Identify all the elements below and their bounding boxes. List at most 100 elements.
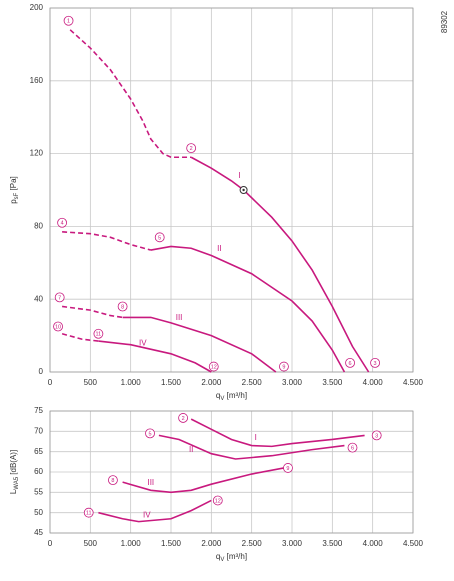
- x-axis-label-main: q: [216, 552, 220, 561]
- point-marker: [370, 357, 380, 368]
- y-tick-label: 200: [30, 3, 44, 12]
- x-axis-label-unit: [m³/h]: [224, 552, 247, 561]
- point-marker: [347, 442, 358, 453]
- curve: [122, 467, 285, 494]
- y-axis-label: LWA5 [dB(A)]: [9, 450, 19, 494]
- point-marker: [83, 507, 94, 518]
- x-tick-label: 1.000: [121, 539, 142, 548]
- y-tick-label: 60: [34, 467, 43, 476]
- y-tick-label: 40: [34, 294, 43, 303]
- x-tick-label: 1.000: [121, 378, 142, 387]
- point-marker: [283, 463, 293, 473]
- curve-dashed: [61, 305, 123, 319]
- x-axis-label: qV [m³/h]: [216, 391, 247, 401]
- curve-label: IV: [139, 338, 147, 347]
- point-marker: [178, 413, 189, 423]
- point-number: 3: [375, 433, 378, 439]
- plot-frame: [49, 7, 414, 373]
- x-tick-label: 3.000: [282, 539, 303, 548]
- y-axis-label-sub: WA5: [14, 476, 20, 489]
- y-tick-label: 160: [30, 76, 44, 85]
- point-number: 9: [286, 466, 289, 472]
- point-marker: [212, 495, 223, 506]
- point-marker: [57, 217, 67, 228]
- point-number: 2: [182, 416, 185, 422]
- curve-label: II: [217, 244, 221, 253]
- x-tick-label: 2.000: [201, 539, 222, 548]
- y-axis-label-main: L: [9, 489, 18, 494]
- point-marker: [93, 328, 104, 339]
- curve-dashed: [62, 231, 152, 251]
- curve: [122, 316, 277, 373]
- point-number: 8: [111, 478, 114, 484]
- y-tick-label: 75: [34, 406, 43, 415]
- x-tick-label: 1.500: [161, 539, 182, 548]
- point-number: 8: [121, 304, 124, 310]
- y-tick-label: 120: [30, 149, 44, 158]
- point-number: 11: [86, 511, 92, 517]
- point-marker: [154, 232, 165, 243]
- x-axis-label-main: q: [216, 391, 220, 400]
- y-tick-label: 50: [34, 508, 43, 517]
- curve: [158, 434, 345, 460]
- point-marker: [208, 361, 219, 372]
- x-tick-label: 4.500: [403, 539, 424, 548]
- curve: [150, 245, 346, 373]
- y-axis-label-main: p: [9, 199, 18, 204]
- point-number: 1: [67, 19, 70, 25]
- point-marker: [345, 357, 355, 368]
- x-tick-label: 3.500: [322, 539, 343, 548]
- figure-code: 89302: [440, 10, 449, 33]
- x-tick-label: 2.000: [201, 378, 222, 387]
- y-tick-label: 70: [34, 426, 43, 435]
- point-number: 5: [158, 235, 161, 241]
- curve: [98, 340, 212, 373]
- curve-label: III: [176, 313, 183, 322]
- point-number: 12: [211, 364, 217, 370]
- point-marker: [145, 428, 155, 439]
- curve: [98, 499, 212, 523]
- curve: [190, 156, 370, 373]
- point-marker: [108, 475, 118, 486]
- point-number: 10: [55, 324, 61, 330]
- y-axis-label: psF [Pa]: [9, 176, 19, 204]
- y-axis-label-sub: sF: [14, 192, 20, 199]
- x-axis-label-sub: V: [220, 396, 224, 402]
- point-number: 6: [349, 361, 352, 367]
- curve: [190, 418, 365, 448]
- x-tick-label: 3.000: [282, 378, 303, 387]
- point-number: 5: [148, 431, 151, 437]
- x-tick-label: 2.500: [242, 539, 263, 548]
- operating-point-dot: [242, 188, 245, 192]
- x-axis-label-sub: V: [220, 557, 224, 563]
- y-tick-label: 45: [34, 528, 43, 537]
- x-tick-label: 500: [84, 539, 98, 548]
- y-tick-label: 80: [34, 222, 43, 231]
- point-number: 12: [215, 498, 221, 504]
- point-marker: [53, 321, 63, 332]
- y-tick-label: 65: [34, 447, 43, 456]
- point-number: 4: [61, 221, 64, 227]
- x-axis-label: qV [m³/h]: [216, 552, 247, 562]
- curve-dashed: [61, 333, 99, 342]
- point-number: 2: [190, 146, 193, 152]
- point-number: 7: [58, 295, 61, 301]
- point-marker: [371, 430, 382, 441]
- x-tick-label: 0: [48, 378, 53, 387]
- x-tick-label: 4.000: [363, 539, 384, 548]
- y-axis-label-unit: [dB(A)]: [9, 450, 18, 477]
- point-number: 6: [351, 446, 354, 452]
- curve-label: II: [189, 445, 193, 454]
- plot-frame: [49, 410, 414, 534]
- x-tick-label: 0: [48, 539, 53, 548]
- curve-label: I: [238, 171, 240, 180]
- x-tick-label: 1.500: [161, 378, 182, 387]
- x-tick-label: 4.500: [403, 378, 424, 387]
- point-number: 3: [374, 361, 377, 367]
- curve-label: III: [147, 478, 154, 487]
- curve-label: IV: [143, 510, 151, 519]
- x-tick-label: 500: [84, 378, 98, 387]
- x-tick-label: 2.500: [242, 378, 263, 387]
- x-tick-label: 3.500: [322, 378, 343, 387]
